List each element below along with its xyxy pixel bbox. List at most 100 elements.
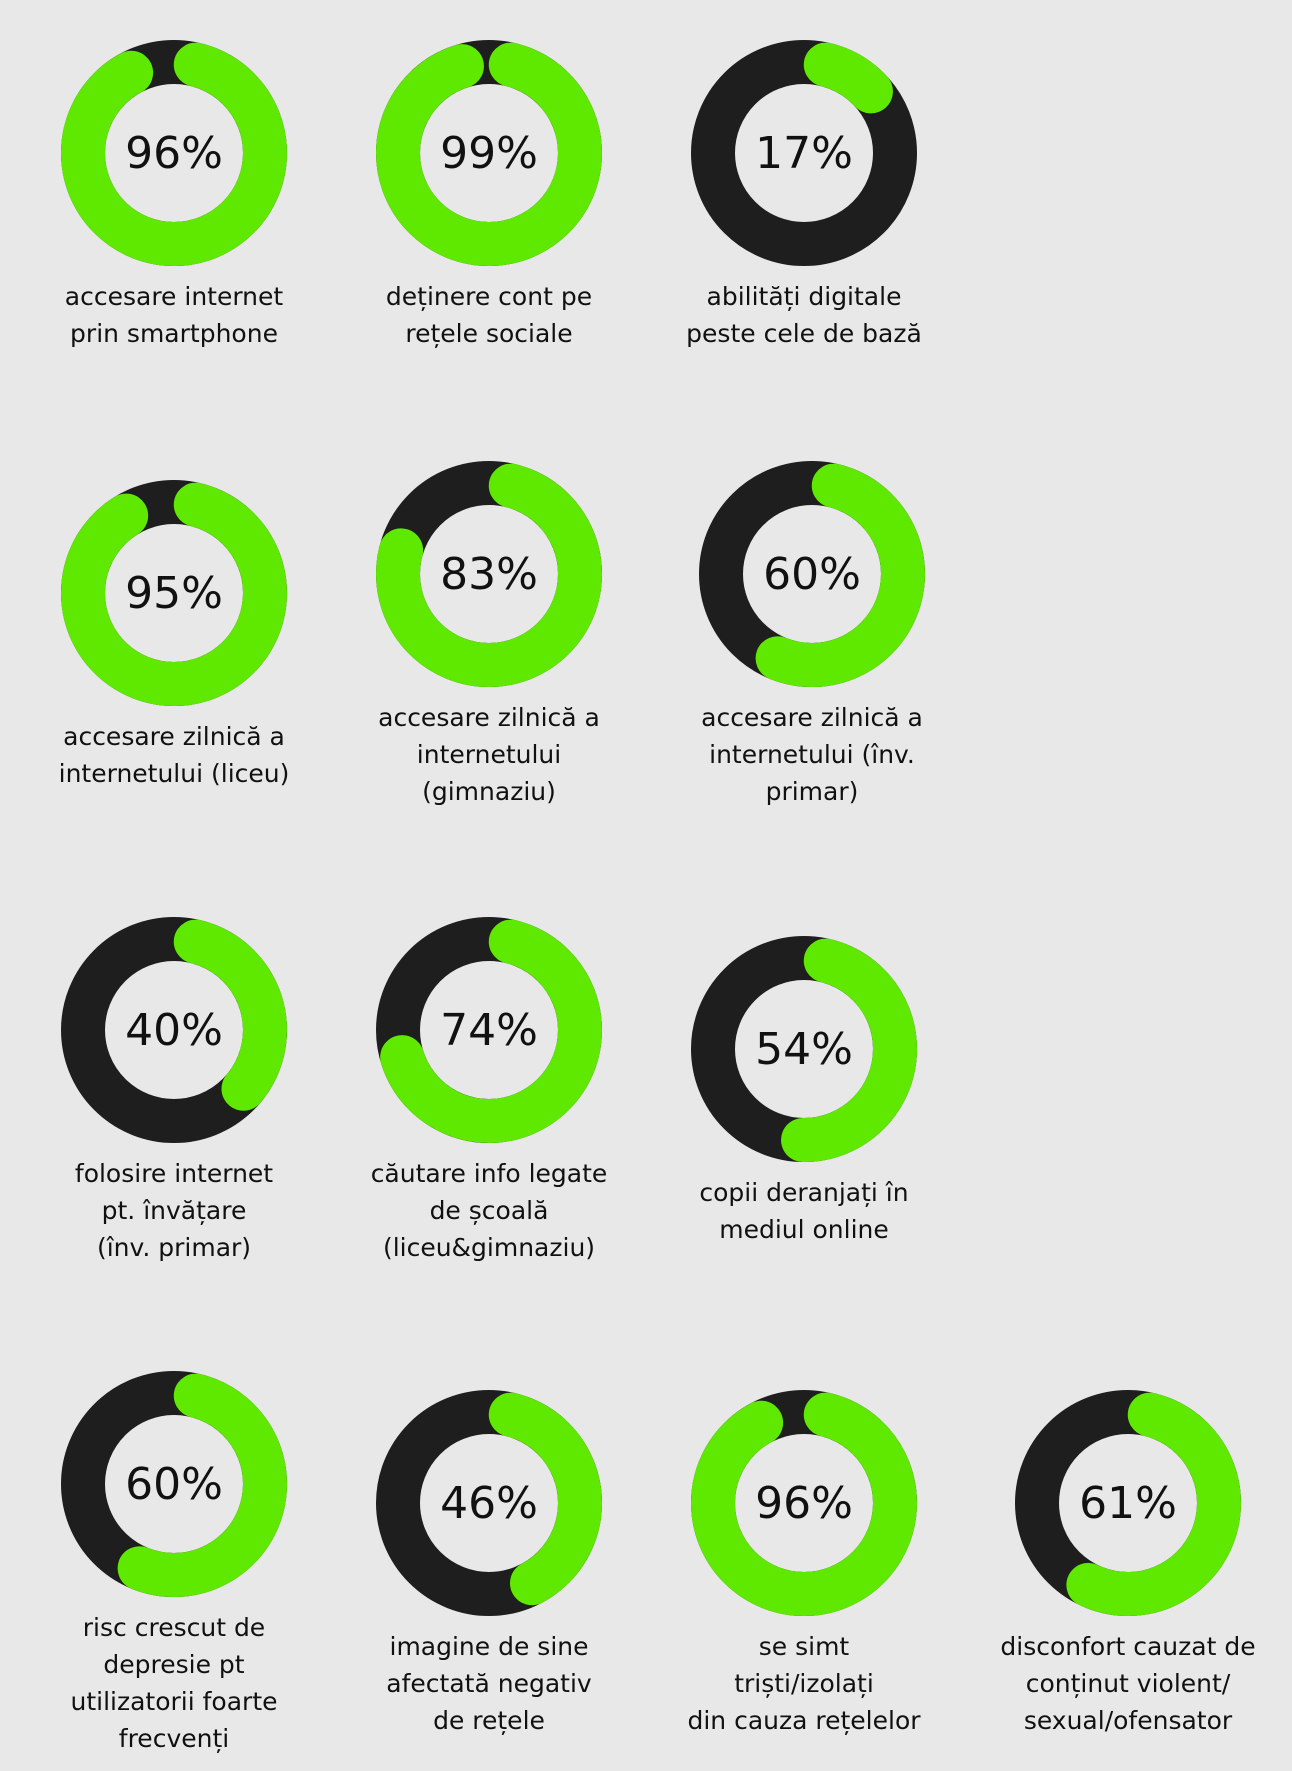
donut-ring: 83% — [376, 461, 602, 687]
donut-value-arc — [376, 917, 602, 1143]
donut-caption: căutare info legate de școală (liceu&gimna… — [349, 1155, 629, 1266]
caption-line: (liceu&gimnaziu) — [382, 1233, 596, 1262]
donut-caption: deținere cont pe rețele sociale — [349, 278, 629, 352]
caption-line: de rețele — [433, 1706, 545, 1735]
caption-line: afectată negativ — [386, 1669, 592, 1698]
donut-caption: abilități digitale peste cele de bază — [664, 278, 944, 352]
donut-ring: 96% — [61, 40, 287, 266]
donut-caption: folosire internet pt. învățare (înv. prima… — [34, 1155, 314, 1266]
donut-item: 61% disconfort cauzat de conținut violent/… — [988, 1388, 1268, 1739]
donut-ring: 46% — [376, 1390, 602, 1616]
donut-percent-label: 83% — [440, 549, 538, 600]
donut-percent-label: 54% — [755, 1024, 853, 1075]
donut-value-arc — [61, 917, 287, 1143]
donut-value-arc — [61, 480, 287, 706]
caption-line: triști/izolați — [734, 1669, 874, 1698]
donut-percent-label: 61% — [1079, 1478, 1177, 1529]
caption-line: frecvenți — [118, 1724, 230, 1753]
caption-line: accesare zilnică a — [378, 703, 600, 732]
donut-item: 83% accesare zilnică a internetului (gimnaz… — [349, 459, 629, 810]
caption-line: conținut violent/ — [1025, 1669, 1231, 1698]
donut-percent-label: 17% — [755, 128, 853, 179]
caption-line: copii deranjați în — [699, 1178, 909, 1207]
caption-line: disconfort cauzat de — [1000, 1632, 1256, 1661]
donut-item: 54% copii deranjați în mediul online — [664, 934, 944, 1248]
donut-value-arc — [61, 40, 287, 266]
donut-percent-label: 60% — [763, 549, 861, 600]
donut-value-arc — [376, 1390, 602, 1616]
caption-line: deținere cont pe — [385, 282, 593, 311]
caption-line: depresie pt — [103, 1650, 245, 1679]
caption-line: prin smartphone — [70, 319, 278, 348]
caption-line: se simt — [758, 1632, 850, 1661]
donut-value-arc — [1015, 1390, 1241, 1616]
donut-ring: 95% — [61, 480, 287, 706]
caption-line: mediul online — [719, 1215, 889, 1244]
donut-percent-label: 95% — [125, 568, 223, 619]
caption-line: accesare zilnică a — [63, 722, 285, 751]
caption-line: accesare zilnică a — [701, 703, 923, 732]
donut-item: 60% risc crescut de depresie pt utilizatori… — [34, 1369, 314, 1757]
caption-line: imagine de sine — [389, 1632, 589, 1661]
caption-line: primar) — [765, 777, 859, 806]
donut-value-arc — [691, 936, 917, 1162]
caption-line: abilități digitale — [706, 282, 902, 311]
donut-item: 96% accesare internet prin smartphone — [34, 38, 314, 352]
caption-line: căutare info legate — [370, 1159, 608, 1188]
donut-percent-label: 99% — [440, 128, 538, 179]
donut-item: 40% folosire internet pt. învățare (înv. pr… — [34, 915, 314, 1266]
donut-percent-label: 96% — [125, 128, 223, 179]
donut-caption: accesare internet prin smartphone — [34, 278, 314, 352]
donut-ring: 17% — [691, 40, 917, 266]
donut-value-arc — [691, 1390, 917, 1616]
donut-item: 17% abilități digitale peste cele de bază — [664, 38, 944, 352]
donut-ring: 60% — [699, 461, 925, 687]
donut-value-arc — [376, 40, 602, 266]
donut-ring: 74% — [376, 917, 602, 1143]
donut-caption: copii deranjați în mediul online — [664, 1174, 944, 1248]
caption-line: rețele sociale — [405, 319, 573, 348]
caption-line: internetului (înv. — [709, 740, 915, 769]
donut-caption: accesare zilnică a internetului (gimnaziu) — [349, 699, 629, 810]
donut-ring: 60% — [61, 1371, 287, 1597]
donut-percent-label: 74% — [440, 1005, 538, 1056]
caption-line: (gimnaziu) — [422, 777, 556, 806]
donut-ring: 54% — [691, 936, 917, 1162]
caption-line: utilizatorii foarte — [70, 1687, 278, 1716]
donut-percent-label: 46% — [440, 1478, 538, 1529]
donut-percent-label: 96% — [755, 1478, 853, 1529]
donut-item: 46% imagine de sine afectată negativ de reț… — [349, 1388, 629, 1739]
donut-item: 60% accesare zilnică a internetului (înv. p… — [672, 459, 952, 810]
donut-value-arc — [691, 40, 917, 266]
donut-ring: 61% — [1015, 1390, 1241, 1616]
donut-value-arc — [376, 461, 602, 687]
donut-value-arc — [61, 1371, 287, 1597]
donut-percent-label: 60% — [125, 1459, 223, 1510]
donut-ring: 99% — [376, 40, 602, 266]
donut-item: 96% se simt triști/izolați din cauza rețele… — [664, 1388, 944, 1739]
caption-line: internetului (liceu) — [58, 759, 290, 788]
caption-line: sexual/ofensator — [1023, 1706, 1233, 1735]
donut-caption: imagine de sine afectată negativ de rețele — [349, 1628, 629, 1739]
donut-value-arc — [699, 461, 925, 687]
donut-percent-label: 40% — [125, 1005, 223, 1056]
caption-line: de școală — [429, 1196, 549, 1225]
donut-caption: accesare zilnică a internetului (liceu) — [34, 718, 314, 792]
donut-caption: risc crescut de depresie pt utilizatorii f… — [34, 1609, 314, 1757]
donut-ring: 96% — [691, 1390, 917, 1616]
donut-caption: se simt triști/izolați din cauza rețelelor — [664, 1628, 944, 1739]
caption-line: pt. învățare — [101, 1196, 247, 1225]
caption-line: peste cele de bază — [686, 319, 922, 348]
donut-caption: accesare zilnică a internetului (înv. prim… — [672, 699, 952, 810]
donut-ring: 40% — [61, 917, 287, 1143]
caption-line: accesare internet — [64, 282, 284, 311]
donut-item: 95% accesare zilnică a internetului (liceu… — [34, 478, 314, 792]
donut-item: 74% căutare info legate de școală (liceu&gi… — [349, 915, 629, 1266]
caption-line: din cauza rețelelor — [687, 1706, 921, 1735]
caption-line: folosire internet — [74, 1159, 274, 1188]
caption-line: (înv. primar) — [96, 1233, 252, 1262]
donut-caption: disconfort cauzat de conținut violent/sex… — [988, 1628, 1268, 1739]
donut-item: 99% deținere cont pe rețele sociale — [349, 38, 629, 352]
caption-line: internetului — [416, 740, 562, 769]
caption-line: risc crescut de — [82, 1613, 266, 1642]
